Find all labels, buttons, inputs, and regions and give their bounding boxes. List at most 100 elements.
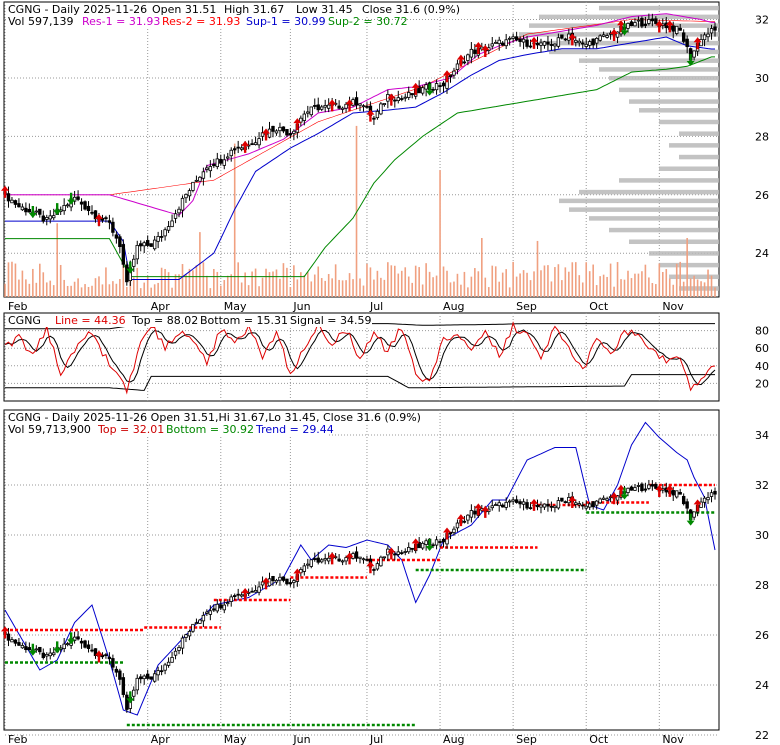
candle-body [274,130,279,134]
candle-lower-body [462,520,467,523]
candle-body [173,213,178,219]
volume-bar [21,270,24,297]
volume-bar [331,278,333,297]
candle-body [588,41,592,46]
volume-profile-bar [609,227,719,233]
header3-bg [6,411,424,424]
volume-bar [714,287,716,297]
candle-lower-body [86,644,91,649]
volume-bar [327,274,330,297]
candle-body [490,43,494,47]
candle-lower-body [553,505,557,508]
volume-profile-bar [579,189,719,195]
candle-lower-body [375,563,380,570]
candle-lower-body [647,484,651,489]
candle-lower-body [535,504,540,508]
volume-bar [529,280,532,297]
sell-arrow-lower [293,568,302,581]
candle-body [713,26,717,31]
volume-bar [366,263,368,297]
candle-lower-body [149,676,153,680]
candle-lower-body [285,578,289,585]
candle-body [685,38,689,47]
volume-bar [634,273,636,297]
candle-body [507,37,512,40]
volume-bar [449,282,452,297]
volume-bar [581,282,584,297]
candle-lower-body [654,483,658,489]
buy-arrow-lower [67,632,76,645]
candle-lower-body [466,514,470,521]
candle-body [574,39,578,43]
header1-symbol: CGNG - Daily 2025-11-26 [8,3,147,16]
candle-body [706,33,710,38]
volume-bar [700,281,702,297]
candle-lower-body [424,540,428,545]
volume-bar [164,268,166,297]
candle-lower-body [292,580,296,583]
candle-lower-body [79,640,84,644]
buy-arrow [425,83,434,96]
candle-body [358,103,362,106]
candle-body [354,97,359,106]
candle-lower-body [511,499,515,502]
volume-profile-bar [549,49,719,55]
candle-lower-body [650,484,655,487]
volume-bar [425,263,427,297]
volume-bar [334,264,337,297]
candle-lower-body [675,490,679,498]
candle-body [201,171,206,179]
candle-lower-body [584,505,588,509]
volume-bar [352,279,354,297]
volume-bar [63,279,65,297]
volume-bar [303,275,306,297]
buy-arrow [620,23,629,36]
candle-body [382,103,387,106]
candle-lower-body [633,487,637,491]
sell-arrow-lower [481,505,490,518]
candle-lower-body [111,658,115,668]
sell-arrow-lower [530,498,539,511]
candle-body [306,111,310,114]
candle-lower-body [574,502,578,505]
candle-body [535,42,540,46]
volume-bar [568,271,570,297]
sell-arrow-lower [665,484,674,497]
volume-bar [414,265,417,297]
volume-profile-bar [679,286,719,291]
sell-arrow [241,140,250,153]
month-label-bottom: Jul [369,733,383,745]
candle-lower-body [407,546,411,553]
volume-bar [456,273,459,297]
panel3-tick-label: 28 [755,579,769,592]
candle-body [212,163,216,167]
volume-bar [282,263,285,297]
header3-vol: Vol 59,713,900 [8,423,91,436]
candle-lower-body [34,648,39,651]
candle-lower-body [52,652,56,656]
candle-body [149,243,153,247]
header3-top: Top = 32.01 [97,423,164,436]
sell-arrow [530,36,539,49]
candle-lower-body [372,569,376,571]
volume-bar [578,275,581,297]
candle-body [699,39,703,47]
candle-lower-body [354,551,359,559]
candle-lower-body [250,590,254,593]
candle-body [13,200,18,205]
candle-lower-body [104,654,108,657]
volume-bar [192,270,194,297]
panel1-tick-label: 32 [755,14,769,27]
volume-bar [126,286,128,297]
volume-bar [195,265,198,297]
candle-body [692,50,696,58]
panel1-tick-label: 30 [755,72,769,85]
buy-arrow [67,192,76,205]
volume-bar [672,284,675,297]
candle-lower-body [358,556,362,559]
volume-bar [77,278,79,297]
volume-bar [56,223,59,297]
volume-bar [561,280,563,297]
candle-lower-body [93,648,98,657]
